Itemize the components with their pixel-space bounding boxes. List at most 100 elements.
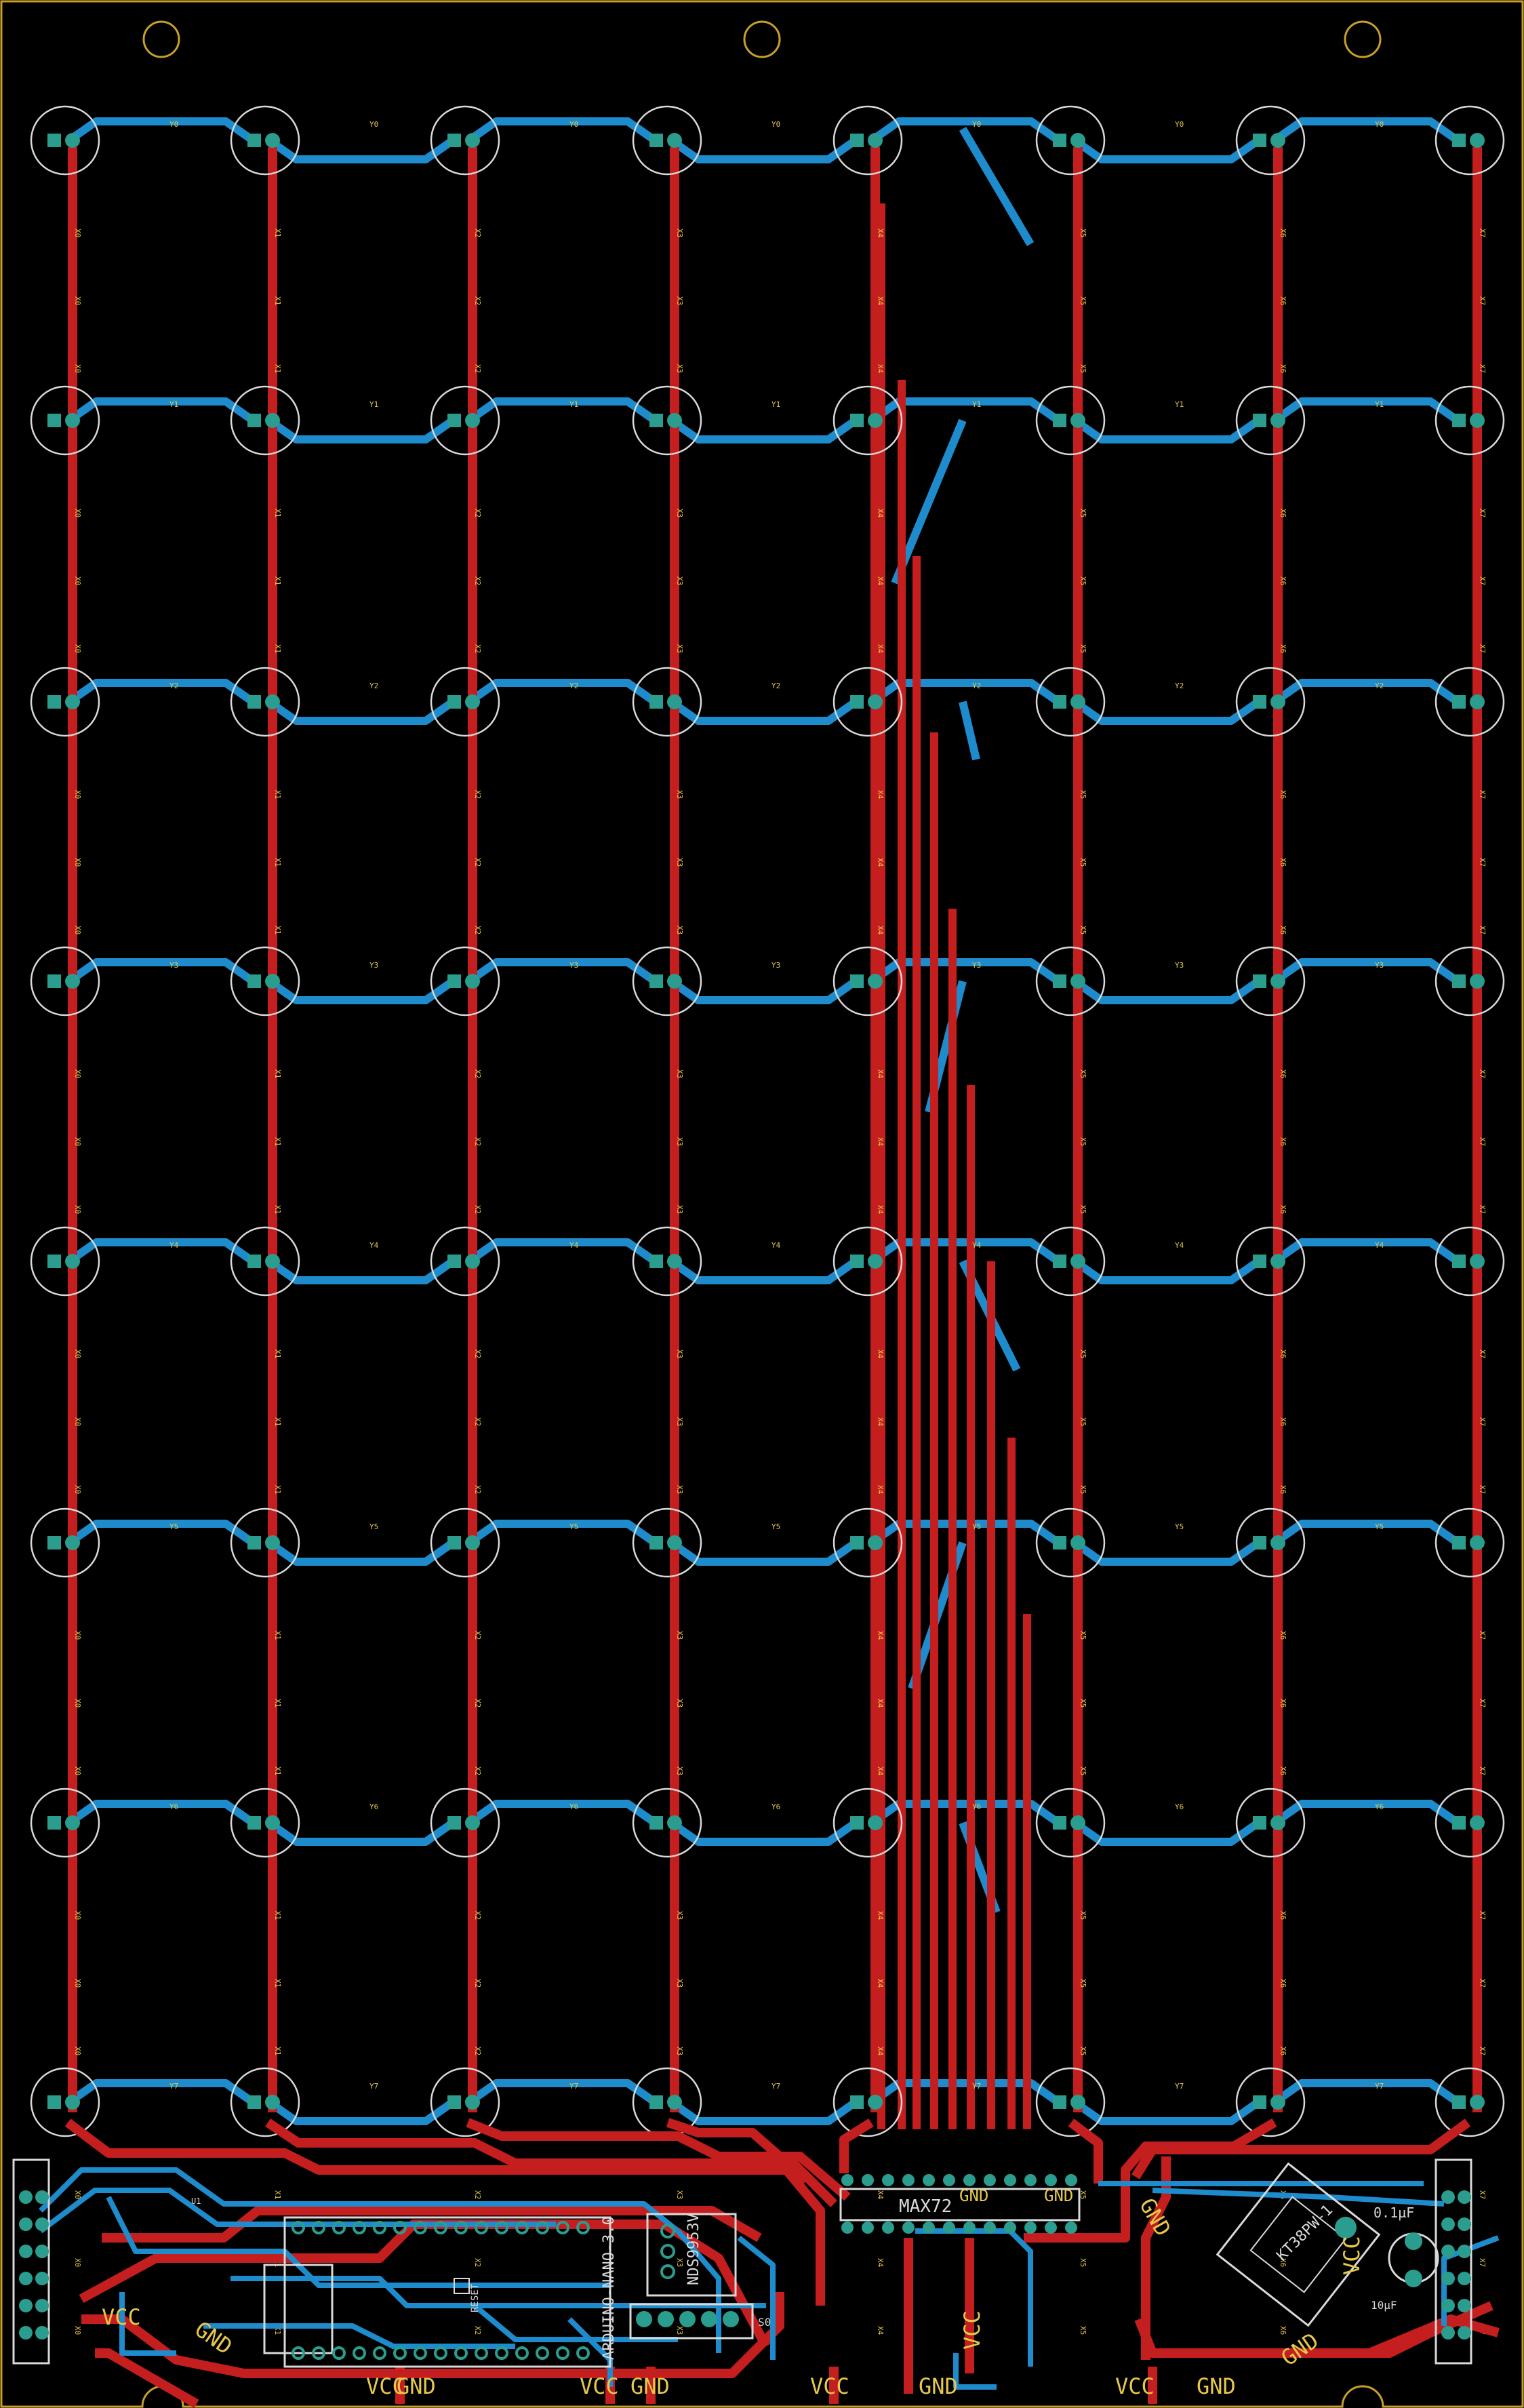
row-net-label: Y7 (169, 2082, 178, 2091)
led-pad-square (649, 2095, 663, 2109)
row-net-label: Y3 (569, 961, 578, 970)
led-pad-square (247, 2095, 261, 2109)
header-pin (636, 2311, 652, 2327)
ic-pin (1024, 2222, 1037, 2234)
column-net-label: X7 (1478, 509, 1487, 517)
column-net-label: X1 (273, 926, 282, 934)
column-net-label: X2 (473, 1349, 482, 1358)
ic-pin (1045, 2222, 1057, 2234)
cap-label: 0.1µF (1373, 2205, 1414, 2221)
led-pad-square (47, 974, 61, 988)
row-net-label: Y6 (569, 1802, 578, 1811)
led-pad-round (667, 974, 682, 989)
column-net-label: X6 (1279, 364, 1287, 373)
row-net-label: Y4 (169, 1241, 179, 1250)
column-net-label: X7 (1478, 576, 1487, 585)
led-outline (1435, 667, 1505, 737)
column-net-label: X7 (1478, 1417, 1487, 1426)
row-net-label: Y1 (569, 400, 578, 409)
column-net-label: X4 (876, 2047, 885, 2056)
led-pad-square (47, 1816, 61, 1830)
row-net-label: Y5 (1375, 1522, 1384, 1531)
ic-pin (882, 2222, 894, 2234)
sensor-pad (1335, 2217, 1357, 2238)
row-net-label: Y3 (169, 961, 178, 970)
column-net-label: X6 (1279, 2326, 1287, 2335)
led-pad-round (265, 2095, 280, 2110)
column-net-label: X2 (473, 509, 482, 517)
nano-pin-bottom (393, 2346, 407, 2360)
led-outline (430, 2067, 500, 2137)
led-pad-round (65, 694, 80, 709)
column-net-label: X1 (273, 858, 282, 867)
column-net-label: X7 (1478, 1137, 1487, 1146)
column-net-label: X1 (273, 1137, 282, 1146)
led-pad-square (47, 2095, 61, 2109)
led-pad-round (868, 2095, 883, 2110)
column-net-label: X2 (473, 1205, 482, 1214)
led-outline (1435, 946, 1505, 1017)
row-net-label: Y1 (1175, 400, 1184, 409)
front-copper-layer (68, 147, 1482, 2129)
led-pad-round (868, 974, 883, 989)
column-net-label: X0 (73, 1069, 82, 1078)
nano-pin-top (556, 2221, 569, 2234)
led-pad-round (1270, 1815, 1285, 1830)
net-labels-layer: Y0 X0 X0 X0 Y0 X1 X1 X1 Y0 X2 X2 X2 Y0 X3 X3 X3 Y0 X4 X4 X4… (73, 120, 1487, 2335)
column-net-label: X5 (1079, 790, 1087, 799)
nano-pin-top (536, 2221, 549, 2234)
right-conn-pin (1441, 2326, 1455, 2340)
column-net-label: X3 (675, 1485, 684, 1494)
led-pad-round (1070, 2095, 1085, 2110)
column-net-label: X7 (1478, 2190, 1487, 2199)
led-pad-round (1270, 413, 1285, 428)
led-outline (833, 946, 903, 1017)
led-outline (230, 105, 300, 176)
nano-pin-bottom (454, 2346, 468, 2360)
column-net-label: X4 (876, 1137, 885, 1147)
ic-pin (1004, 2174, 1016, 2186)
led-pad-square (649, 1536, 663, 1550)
row-net-label: Y6 (771, 1802, 780, 1811)
led-pad-square (1253, 414, 1266, 427)
right-connector (1435, 2158, 1472, 2365)
row-net-label: Y2 (169, 682, 178, 690)
column-net-label: X1 (273, 1766, 282, 1775)
row-trace-Y6 (66, 1800, 1460, 1846)
led-pad-round (265, 133, 280, 148)
led-pad-round (465, 1254, 480, 1269)
column-net-label: X3 (675, 1911, 684, 1920)
right-conn-pin (1441, 2272, 1455, 2285)
led-pad-square (247, 695, 261, 709)
row-net-label: Y7 (1175, 2082, 1184, 2091)
ic-pin (1045, 2174, 1057, 2186)
column-net-label: X3 (675, 576, 684, 585)
column-net-label: X7 (1478, 1205, 1487, 1214)
column-net-label: X2 (473, 576, 482, 585)
led-pad-square (1452, 2095, 1466, 2109)
left-conn-pin (35, 2245, 49, 2258)
nano-pin-top (475, 2221, 488, 2234)
column-net-label: X7 (1478, 858, 1487, 867)
led-pad-round (465, 1535, 480, 1550)
nano-pin-bottom (434, 2346, 447, 2360)
led-pad-square (850, 1816, 864, 1830)
column-net-label: X5 (1079, 1417, 1087, 1426)
nano-pin-bottom (373, 2346, 386, 2360)
led-pad-round (1270, 2095, 1285, 2110)
column-net-label: X5 (1079, 509, 1087, 517)
led-outline (1235, 105, 1306, 176)
column-net-label: X2 (473, 1417, 482, 1426)
column-net-label: X7 (1478, 364, 1487, 373)
led-pad-round (1070, 974, 1085, 989)
column-net-label: X3 (675, 1069, 684, 1078)
led-outline (230, 667, 300, 737)
column-net-label: X1 (273, 790, 282, 799)
led-outline (1435, 1226, 1505, 1297)
ic-pin (943, 2222, 955, 2234)
cap-pad (1405, 2270, 1422, 2287)
row-net-label: Y6 (1375, 1802, 1384, 1811)
mosfet-pin (660, 2244, 675, 2259)
column-net-label: X6 (1279, 2047, 1287, 2055)
led-pad-square (247, 974, 261, 988)
